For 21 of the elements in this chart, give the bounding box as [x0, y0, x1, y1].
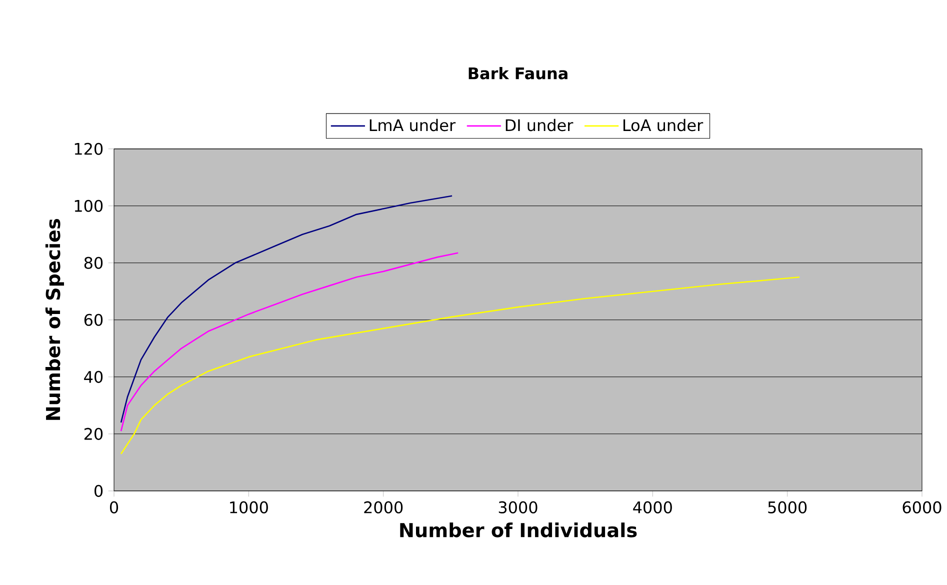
- x-axis-title: Number of Individuals: [400, 522, 637, 538]
- legend-label: LoA under: [623, 118, 704, 132]
- legend-label: DI under: [506, 118, 574, 132]
- y-axis-title: Number of Species: [45, 219, 64, 420]
- chart-title: Bark Fauna: [468, 67, 568, 80]
- x-tick-label: 3000: [498, 501, 538, 514]
- legend-label: LmA under: [370, 118, 456, 132]
- y-tick-label: 120: [74, 142, 103, 155]
- y-tick-label: 100: [74, 200, 103, 212]
- x-tick-label: 5000: [768, 501, 807, 514]
- y-tick-label: 80: [84, 256, 103, 269]
- line-series: [120, 252, 459, 432]
- x-tick-label: 0: [110, 501, 118, 514]
- x-tick-label: 4000: [633, 501, 672, 514]
- x-tick-label: 6000: [902, 501, 942, 514]
- x-tick-label: 2000: [364, 501, 403, 514]
- y-tick-label: 40: [84, 370, 103, 384]
- y-tick-label: 20: [84, 428, 103, 440]
- y-tick-label: 60: [84, 314, 103, 326]
- x-tick-label: 1000: [230, 501, 268, 514]
- y-tick-label: 0: [94, 484, 103, 498]
